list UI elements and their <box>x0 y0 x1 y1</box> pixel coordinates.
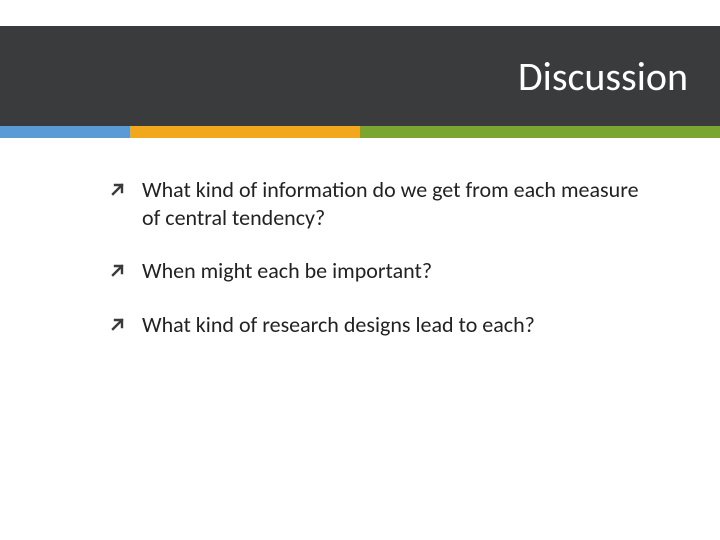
list-item: What kind of information do we get from … <box>110 176 660 231</box>
accent-bar <box>0 126 720 138</box>
arrow-up-right-icon <box>110 262 128 278</box>
top-margin <box>0 0 720 26</box>
list-item: When might each be important? <box>110 257 660 285</box>
slide: Discussion What kind of information do w… <box>0 0 720 540</box>
page-title: Discussion <box>518 52 688 101</box>
arrow-up-right-icon <box>110 181 128 197</box>
header-band: Discussion <box>0 26 720 126</box>
bullet-text: What kind of research designs lead to ea… <box>142 311 535 339</box>
accent-segment-2 <box>130 126 360 138</box>
arrow-up-right-icon <box>110 316 128 332</box>
accent-segment-3 <box>360 126 720 138</box>
content-area: What kind of information do we get from … <box>0 138 720 338</box>
bullet-text: When might each be important? <box>142 257 432 285</box>
bullet-text: What kind of information do we get from … <box>142 176 660 231</box>
list-item: What kind of research designs lead to ea… <box>110 311 660 339</box>
accent-segment-1 <box>0 126 130 138</box>
